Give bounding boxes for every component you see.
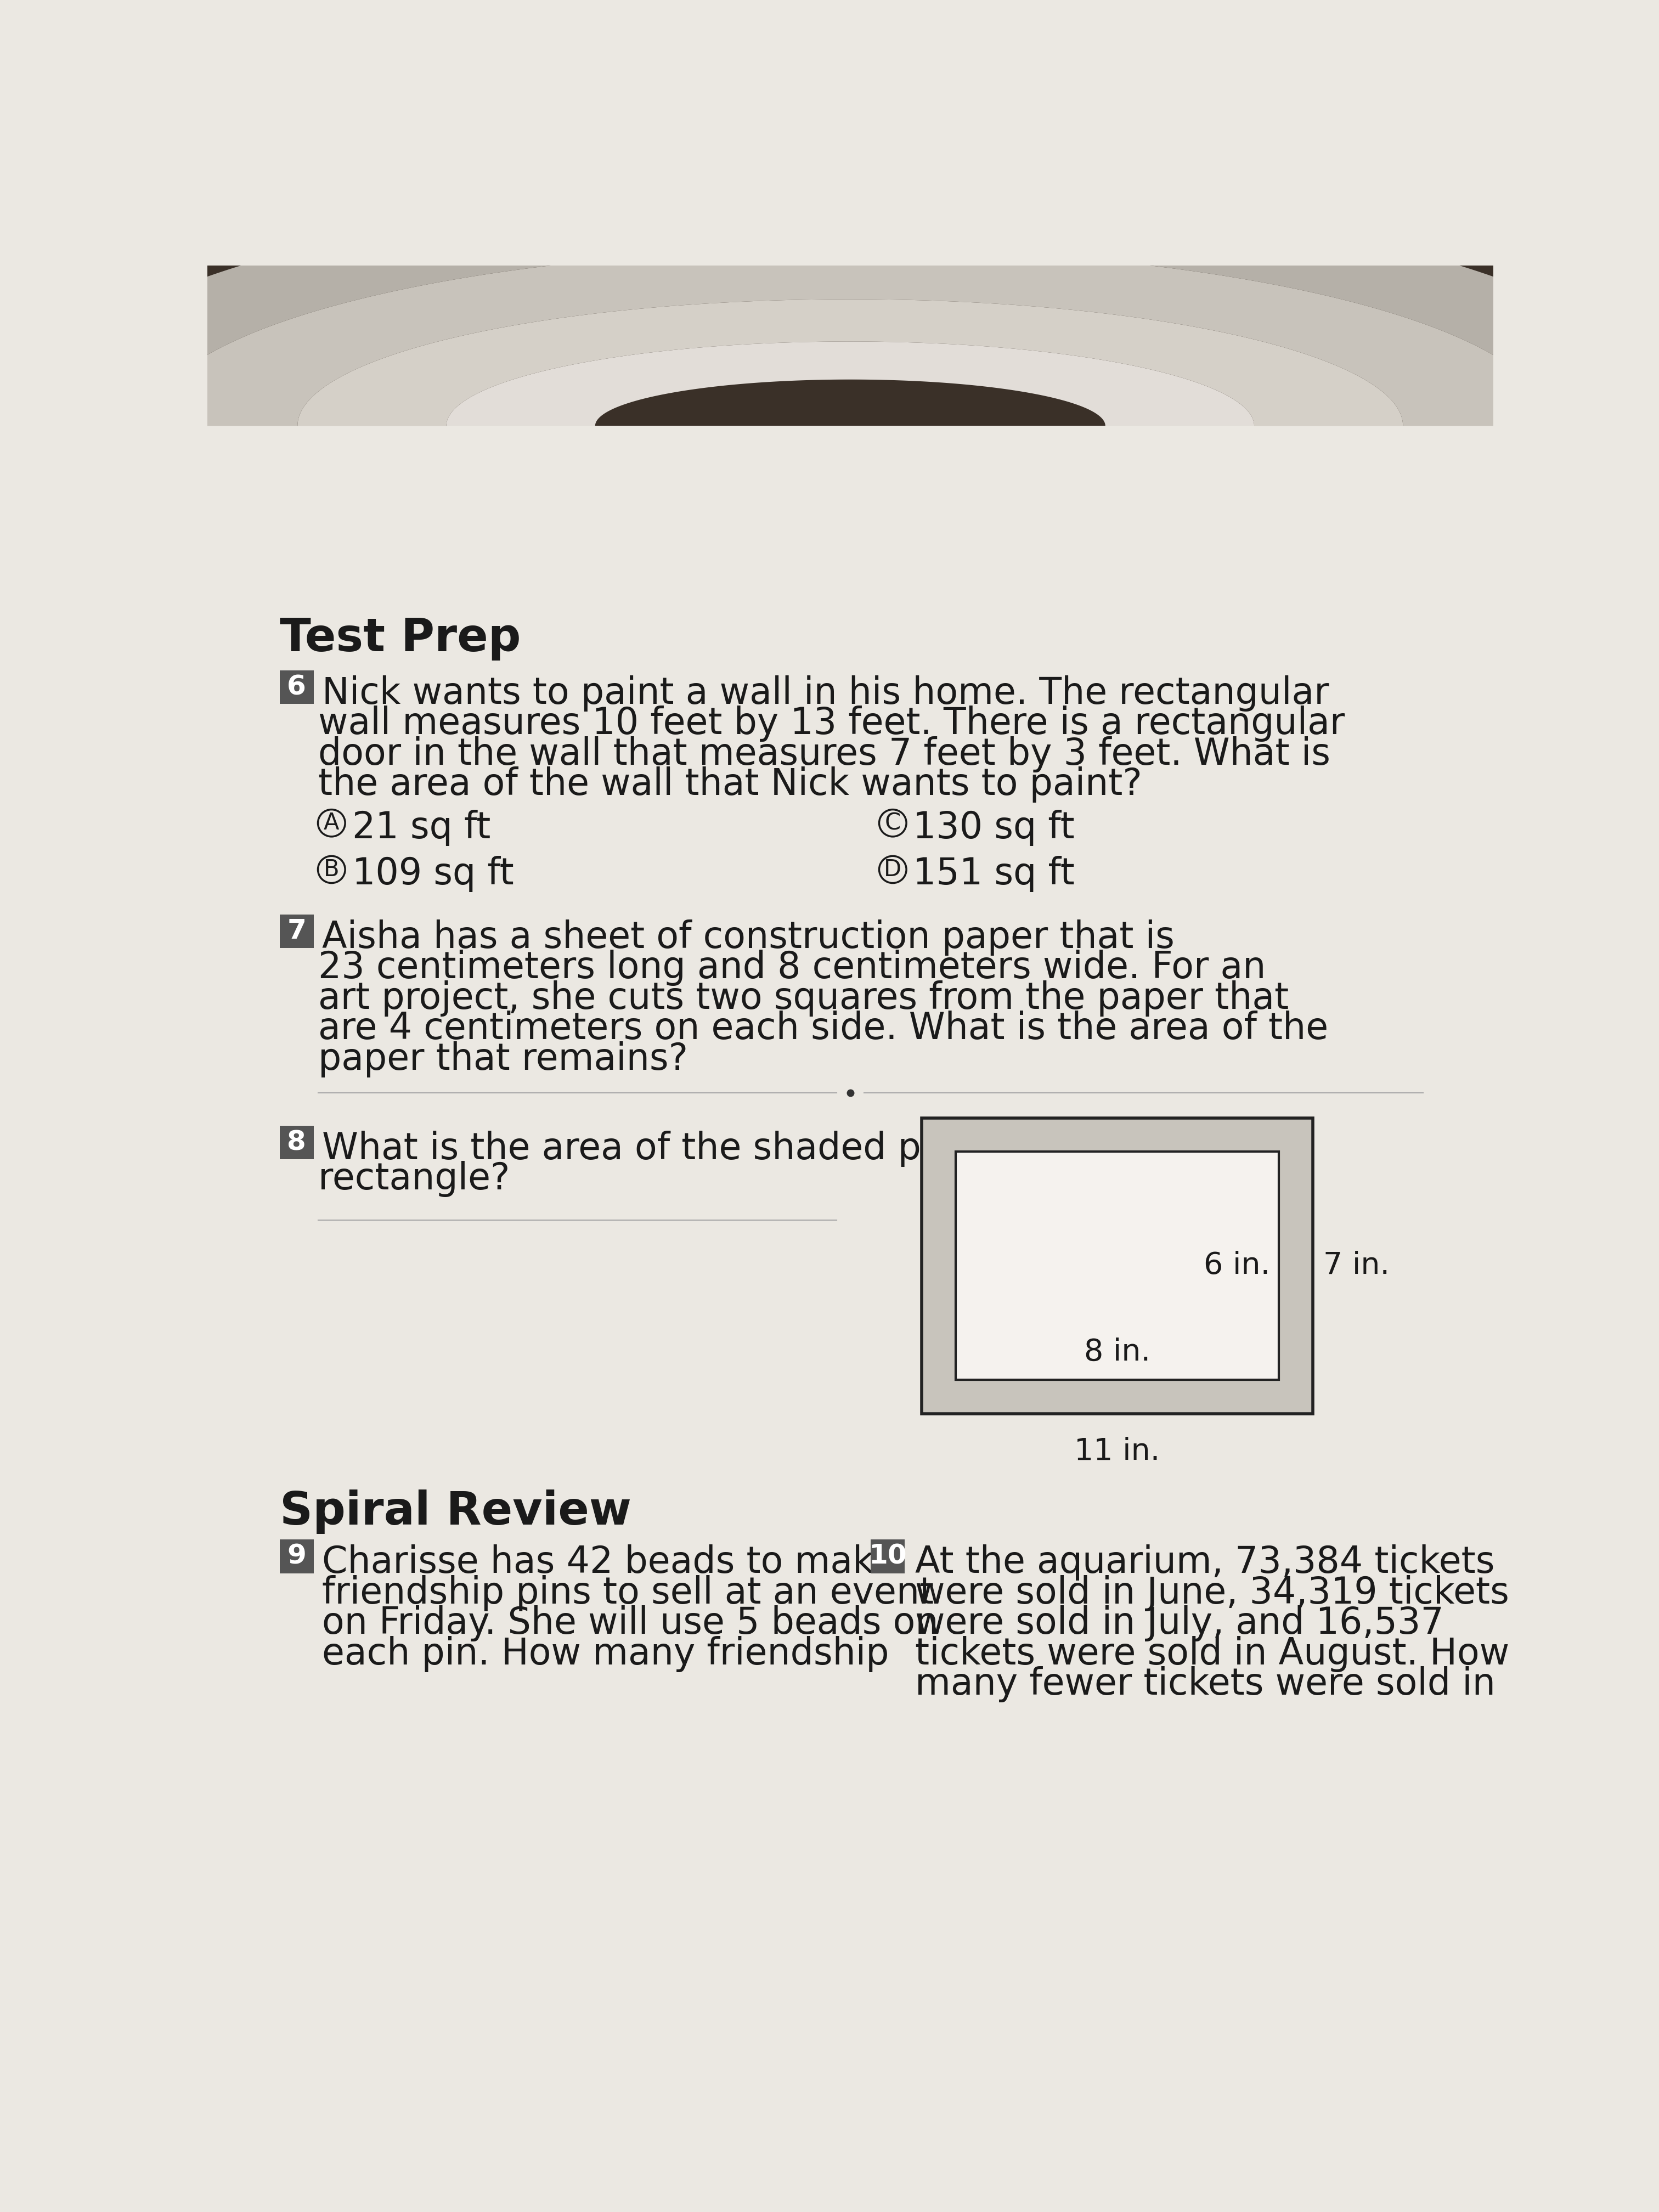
Text: paper that remains?: paper that remains? [319,1042,688,1077]
Text: wall measures 10 feet by 13 feet. There is a rectangular: wall measures 10 feet by 13 feet. There … [319,706,1344,741]
Text: 130 sq ft: 130 sq ft [912,810,1075,845]
Bar [280,1540,314,1573]
Text: Charisse has 42 beads to make: Charisse has 42 beads to make [322,1544,894,1582]
Text: 109 sq ft: 109 sq ft [352,856,514,891]
Polygon shape [297,299,1404,427]
Text: What is the area of the shaded part of the: What is the area of the shaded part of t… [322,1130,1092,1166]
Text: art project, she cuts two squares from the paper that: art project, she cuts two squares from t… [319,980,1289,1015]
Text: 11 in.: 11 in. [1075,1438,1160,1467]
Text: 151 sq ft: 151 sq ft [912,856,1075,891]
Text: friendship pins to sell at an event: friendship pins to sell at an event [322,1575,934,1610]
Text: 6 in.: 6 in. [1204,1252,1271,1281]
Text: Test Prep: Test Prep [280,617,521,661]
Text: Nick wants to paint a wall in his home. The rectangular: Nick wants to paint a wall in his home. … [322,675,1329,712]
Text: D: D [884,858,901,880]
Text: were sold in June, 34,319 tickets: were sold in June, 34,319 tickets [916,1575,1510,1610]
Text: 21 sq ft: 21 sq ft [352,810,491,845]
Text: many fewer tickets were sold in: many fewer tickets were sold in [916,1666,1496,1703]
Text: 9: 9 [287,1544,307,1571]
Text: the area of the wall that Nick wants to paint?: the area of the wall that Nick wants to … [319,765,1141,803]
Text: A: A [324,812,340,834]
Text: 10: 10 [869,1544,907,1571]
Text: Aisha has a sheet of construction paper that is: Aisha has a sheet of construction paper … [322,920,1175,956]
Text: 8: 8 [287,1130,307,1155]
Text: At the aquarium, 73,384 tickets: At the aquarium, 73,384 tickets [916,1544,1495,1582]
Text: 23 centimeters long and 8 centimeters wide. For an: 23 centimeters long and 8 centimeters wi… [319,949,1266,987]
Text: tickets were sold in August. How: tickets were sold in August. How [916,1637,1510,1672]
Bar [871,1540,904,1573]
Polygon shape [22,190,1659,427]
Text: B: B [324,858,340,880]
Bar [280,914,314,949]
Text: Spiral Review: Spiral Review [280,1489,630,1535]
Text: were sold in July, and 16,537: were sold in July, and 16,537 [916,1606,1443,1641]
Text: each pin. How many friendship: each pin. How many friendship [322,1637,889,1672]
Text: 6: 6 [287,675,307,701]
Bar [956,1152,1279,1380]
Text: 8 in.: 8 in. [1083,1338,1150,1367]
Text: rectangle?: rectangle? [319,1161,509,1197]
Text: are 4 centimeters on each side. What is the area of the: are 4 centimeters on each side. What is … [319,1011,1327,1046]
Text: on Friday. She will use 5 beads on: on Friday. She will use 5 beads on [322,1606,939,1641]
Text: C: C [884,812,901,834]
Polygon shape [149,248,1551,427]
Text: 7: 7 [287,918,307,945]
Bar [922,1117,1312,1413]
Text: door in the wall that measures 7 feet by 3 feet. What is: door in the wall that measures 7 feet by… [319,737,1331,772]
Bar [280,1126,314,1159]
Bar [207,265,1493,484]
Text: 7 in.: 7 in. [1324,1252,1390,1281]
Bar [280,670,314,703]
Bar [207,571,1493,1969]
Polygon shape [446,341,1254,427]
